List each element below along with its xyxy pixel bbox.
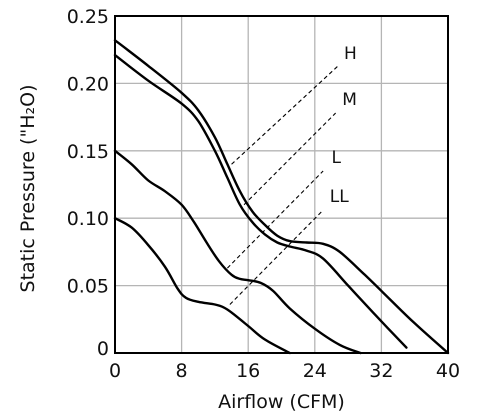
curve-m [113,53,408,349]
fan-curves [113,39,450,355]
leader-line-h [231,65,339,165]
grid [115,16,448,353]
leader-line-m [243,112,337,206]
y-tick-label: 0.15 [67,141,109,163]
y-tick-label: 0.25 [67,6,109,28]
x-tick-label: 40 [436,360,460,382]
y-tick-label: 0.05 [67,276,109,298]
curve-label-ll: LL [330,187,349,207]
curve-label-h: H [344,44,357,64]
y-axis-title: Static Pressure ("H₂O) [17,85,39,293]
x-axis-title: Airflow (CFM) [218,391,345,413]
x-tick-label: 0 [109,360,121,382]
x-tick-label: 32 [369,360,393,382]
x-tick-label: 24 [303,360,327,382]
leader-line-l [226,170,324,269]
y-tick-label: 0.20 [67,73,109,95]
curve-label-l: L [331,148,341,168]
curve-ll [113,217,291,355]
annotation-leaders [226,65,339,305]
x-tick-labels: 0 8 16 24 32 40 [109,360,460,382]
curve-l [113,149,362,355]
x-tick-label: 8 [176,360,188,382]
plot-frame [114,15,449,354]
curve-h [113,39,450,355]
y-tick-labels: 0 0.05 0.10 0.15 0.20 0.25 [67,6,109,360]
x-tick-label: 16 [236,360,260,382]
y-tick-label: 0.10 [67,208,109,230]
leader-line-ll [229,209,324,305]
curve-label-m: M [342,90,357,110]
y-tick-label: 0 [97,338,109,360]
